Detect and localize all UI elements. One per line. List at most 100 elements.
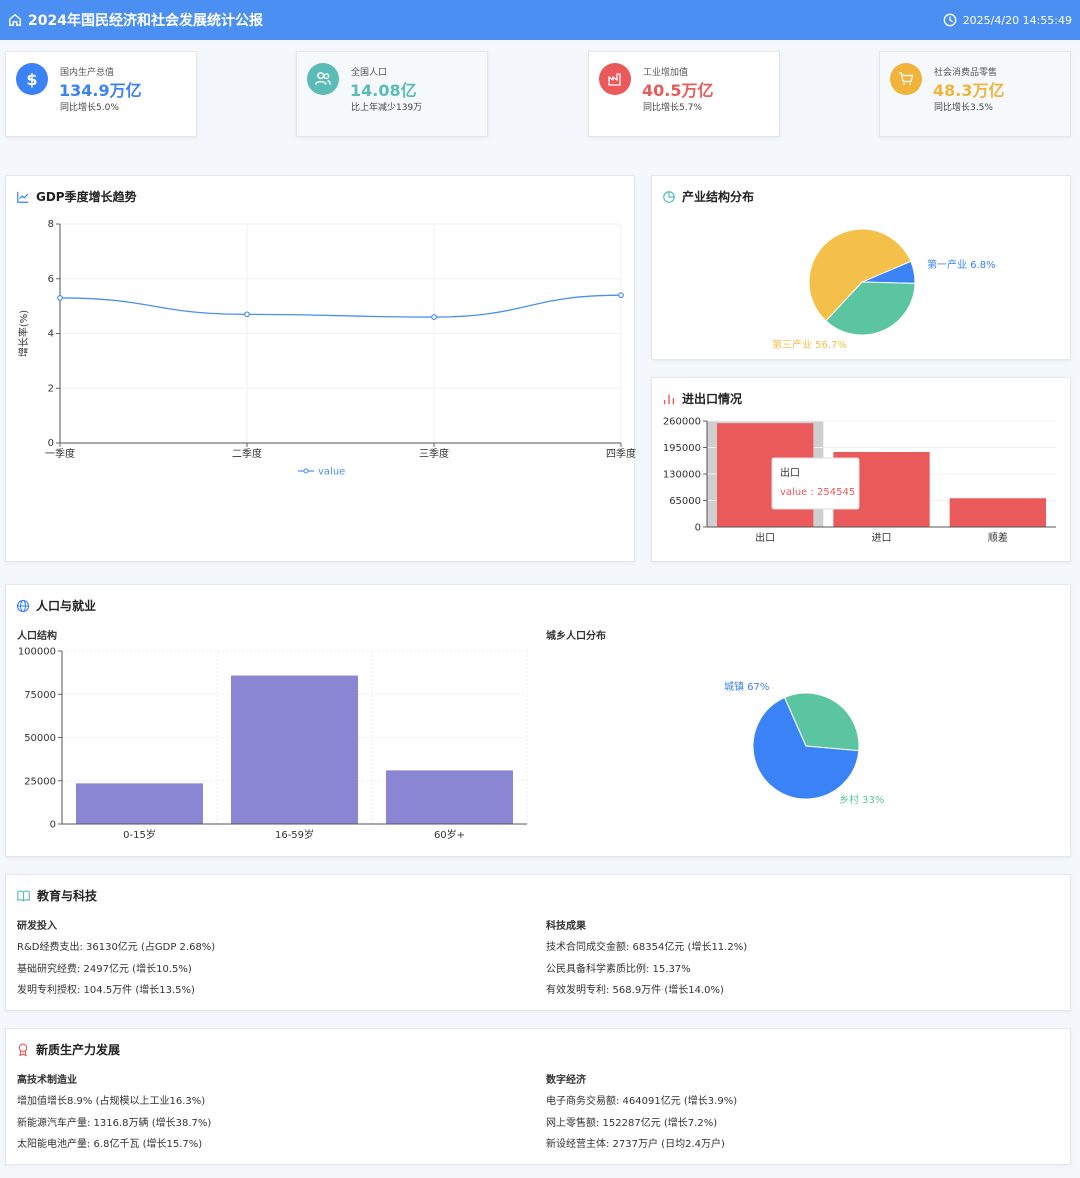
trade-title: 进出口情况 [662, 390, 742, 407]
kpi-value: 40.5万亿 [642, 81, 714, 100]
y-tick-label: 6 [48, 274, 54, 285]
kpi-sub: 比上年减少139万 [351, 103, 423, 113]
x-tick-label: 60岁+ [434, 828, 465, 841]
rnd-item: R&D经费支出: 36130亿元 (占GDP 2.68%) [17, 942, 216, 953]
series-line [59, 294, 622, 318]
kpi-value: 48.3万亿 [933, 81, 1005, 100]
clock-icon [943, 13, 957, 27]
pie-slice [783, 692, 860, 752]
education-title-text: 教育与科技 [37, 889, 98, 903]
trade-panel: 进出口情况 0 65000 130000 195000 260000 出口 进口 顺差 出口 va… [651, 377, 1071, 562]
legend-label: value [318, 467, 345, 478]
digital-economy-title: 数字经济 [546, 1075, 586, 1086]
kpi-sub: 同比增长5.7% [643, 103, 702, 113]
bar [386, 770, 513, 824]
tech-item: 有效发明专利: 568.9万件 (增长14.0%) [546, 985, 724, 996]
industry-title-text: 产业结构分布 [682, 190, 755, 204]
kpi-label: 国内生产总值 [60, 68, 115, 78]
dollar-icon: $ [16, 63, 48, 95]
gdp-title-text: GDP季度增长趋势 [36, 190, 137, 204]
population-panel: 人口与就业 人口结构 城乡人口分布 0 25000 50000 75000 100000… [5, 584, 1071, 857]
rnd-item: 基础研究经费: 2497亿元 (增长10.5%) [17, 964, 192, 975]
top-bar: 2024年国民经济和社会发展统计公报 2025/4/20 14:55:49 [0, 0, 1080, 40]
pie-slice [825, 281, 916, 336]
gdp-title: GDP季度增长趋势 [16, 188, 137, 205]
users-icon [307, 63, 339, 95]
new-productivity-title-text: 新质生产力发展 [36, 1043, 121, 1057]
digital-item: 新设经营主体: 2737万户 (日均2.4万户) [546, 1139, 725, 1150]
page-title-wrap: 2024年国民经济和社会发展统计公报 [8, 10, 263, 30]
hightech-item: 增加值增长8.9% (占规模以上工业16.3%) [17, 1096, 206, 1107]
x-tick-label: 三季度 [419, 447, 449, 460]
education-title: 教育与科技 [16, 887, 97, 904]
bar [949, 498, 1046, 527]
cart-icon [890, 63, 922, 95]
globe-icon [16, 599, 30, 612]
page-title: 2024年国民经济和社会发展统计公报 [28, 13, 263, 29]
y-tick-label: 130000 [663, 470, 701, 481]
y-axis-label: 增长率(%) [17, 310, 30, 357]
x-tick-label: 二季度 [232, 447, 262, 460]
industry-title: 产业结构分布 [662, 188, 754, 205]
data-point [244, 311, 250, 318]
legend-marker [303, 468, 309, 474]
pie-chart-icon [663, 190, 675, 203]
pie-label: 第一产业 6.8% [927, 258, 996, 271]
tooltip: 出口 value : 254545 [771, 457, 860, 510]
hightech-title: 高技术制造业 [17, 1075, 77, 1086]
kpi-value: 14.08亿 [350, 81, 417, 100]
kpi-card-retail: 社会消费品零售 48.3万亿 同比增长3.5% [879, 51, 1071, 137]
data-point [431, 314, 437, 320]
kpi-label: 工业增加值 [643, 68, 689, 78]
bar [231, 675, 358, 824]
bar-chart-icon [663, 394, 675, 404]
bar [76, 783, 203, 824]
pie-label: 乡村 33% [839, 793, 884, 806]
kpi-sub: 同比增长5.0% [60, 103, 119, 113]
pie-slice [752, 696, 860, 800]
pie-slice [808, 228, 912, 322]
hightech-item: 新能源汽车产量: 1316.8万辆 (增长38.7%) [17, 1118, 212, 1129]
kpi-value: 134.9万亿 [59, 81, 142, 100]
y-tick-label: 0 [695, 523, 701, 534]
rnd-title: 研发投入 [17, 921, 57, 932]
x-tick-label: 顺差 [988, 531, 1008, 544]
trade-title-text: 进出口情况 [682, 392, 743, 406]
tooltip-box [771, 457, 860, 510]
y-tick-label: 4 [48, 329, 54, 340]
datetime-wrap: 2025/4/20 14:55:49 [943, 13, 1072, 27]
y-tick-label: 75000 [24, 690, 56, 701]
x-tick-label: 四季度 [606, 447, 636, 460]
urban-rural-title: 城乡人口分布 [546, 631, 606, 642]
population-title-text: 人口与就业 [36, 599, 97, 613]
tooltip-title: 出口 [780, 466, 800, 479]
kpi-label: 社会消费品零售 [934, 68, 998, 78]
data-point [57, 295, 63, 301]
tech-item: 公民具备科学素质比例: 15.37% [546, 964, 691, 975]
industry-pie-chart: 第一产业 6.8% 第三产业 56.7% [772, 228, 996, 351]
y-tick-label: 100000 [18, 647, 56, 658]
line-chart-icon [17, 191, 29, 203]
kpi-sub: 同比增长3.5% [934, 103, 993, 113]
y-tick-label: 50000 [24, 733, 56, 744]
x-tick-label: 16-59岁 [275, 828, 314, 841]
factory-icon [599, 63, 631, 95]
rnd-item: 发明专利授权: 104.5万件 (增长13.5%) [17, 985, 195, 996]
education-panel: 教育与科技 研发投入 R&D经费支出: 36130亿元 (占GDP 2.68%)… [5, 874, 1071, 1011]
book-icon [17, 889, 30, 901]
new-productivity-title: 新质生产力发展 [16, 1041, 120, 1058]
datetime: 2025/4/20 14:55:49 [962, 13, 1072, 27]
population-title: 人口与就业 [16, 597, 96, 614]
pie-label: 城镇 67% [724, 680, 769, 693]
x-tick-label: 出口 [755, 531, 775, 544]
digital-item: 网上零售额: 152287亿元 (增长7.2%) [546, 1118, 718, 1129]
kpi-label: 全国人口 [351, 68, 388, 78]
hightech-item: 太阳能电池产量: 6.8亿千瓦 (增长15.7%) [17, 1139, 203, 1150]
y-tick-label: 0 [48, 438, 54, 449]
gdp-panel: GDP季度增长趋势 0 2 4 6 8 一季度 二季度 三季度 四季度 增长率(%) value [5, 175, 636, 562]
kpi-card-industry: 工业增加值 40.5万亿 同比增长5.7% [588, 51, 780, 137]
y-tick-label: 25000 [24, 776, 56, 787]
new-productivity-panel: 新质生产力发展 高技术制造业 增加值增长8.9% (占规模以上工业16.3%) … [5, 1028, 1071, 1165]
x-tick-label: 进口 [872, 532, 892, 544]
